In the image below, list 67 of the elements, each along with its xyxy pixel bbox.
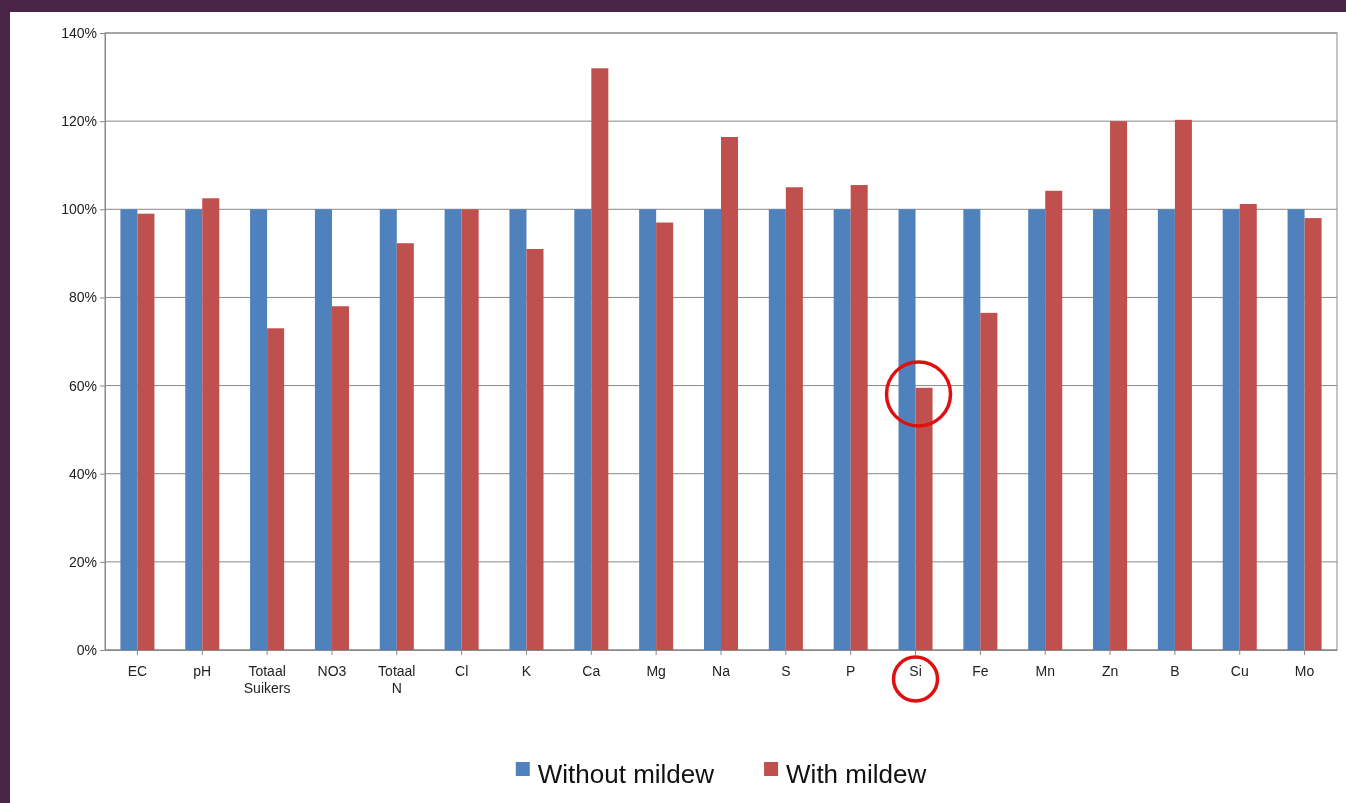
bar bbox=[444, 209, 462, 650]
bar bbox=[656, 222, 674, 650]
legend-label: With mildew bbox=[786, 759, 927, 790]
bar bbox=[1222, 209, 1240, 650]
bar bbox=[703, 209, 721, 650]
bar bbox=[267, 328, 285, 650]
y-tick-label: 60% bbox=[68, 377, 97, 394]
bar bbox=[461, 209, 479, 650]
bar bbox=[202, 198, 220, 650]
bar bbox=[850, 185, 868, 650]
x-tick-label: pH bbox=[193, 663, 212, 680]
bar bbox=[833, 209, 851, 650]
x-tick-label: Totaal N bbox=[378, 663, 416, 696]
x-tick-label: Mn bbox=[1035, 663, 1055, 680]
bar bbox=[314, 209, 332, 650]
x-tick-label: Mo bbox=[1294, 663, 1315, 680]
bar bbox=[1304, 218, 1322, 650]
bar bbox=[768, 209, 786, 650]
legend-label: Without mildew bbox=[537, 759, 715, 790]
bar bbox=[721, 137, 739, 650]
x-tick-label: Zn bbox=[1101, 663, 1119, 680]
bar bbox=[331, 306, 349, 650]
bar bbox=[509, 209, 527, 650]
y-tick-label: 80% bbox=[68, 289, 97, 306]
bar bbox=[185, 209, 203, 650]
bar bbox=[137, 213, 155, 650]
x-tick-label: Na bbox=[712, 663, 731, 680]
x-tick-label: Fe bbox=[972, 663, 989, 680]
bar bbox=[250, 209, 268, 650]
x-tick-label: P bbox=[846, 663, 856, 680]
y-tick-label: 20% bbox=[68, 553, 97, 570]
y-tick-label: 0% bbox=[76, 641, 97, 658]
x-tick-label: Cl bbox=[455, 663, 469, 680]
bar bbox=[1174, 119, 1192, 650]
x-tick-label: B bbox=[1170, 663, 1180, 680]
bar bbox=[963, 209, 981, 650]
bar bbox=[1239, 204, 1257, 650]
bar bbox=[1157, 209, 1175, 650]
bar bbox=[591, 68, 609, 650]
x-tick-label: Cu bbox=[1230, 663, 1249, 680]
y-tick-label: 100% bbox=[61, 201, 97, 218]
bar bbox=[785, 187, 803, 650]
x-tick-label: Ca bbox=[582, 663, 601, 680]
bar bbox=[639, 209, 657, 650]
bar bbox=[1093, 209, 1111, 650]
bar bbox=[915, 387, 933, 650]
bar bbox=[1110, 121, 1128, 650]
x-tick-label: Mg bbox=[646, 663, 666, 680]
y-tick-label: 40% bbox=[68, 465, 97, 482]
x-tick-label: K bbox=[521, 663, 532, 680]
bar bbox=[396, 243, 414, 650]
y-tick-label: 140% bbox=[61, 24, 97, 41]
x-tick-label: Totaal Suikers bbox=[243, 663, 291, 696]
x-tick-label: NO3 bbox=[317, 663, 347, 680]
bar bbox=[1287, 209, 1305, 650]
bar bbox=[120, 209, 138, 650]
bar bbox=[1045, 190, 1063, 650]
x-tick-label: EC bbox=[127, 663, 148, 680]
bar bbox=[526, 248, 544, 650]
y-tick-label: 120% bbox=[61, 113, 97, 130]
x-tick-label: S bbox=[781, 663, 791, 680]
bar bbox=[980, 312, 998, 650]
bar bbox=[379, 209, 397, 650]
bar bbox=[1028, 209, 1046, 650]
bar bbox=[898, 209, 916, 650]
x-tick-label: Si bbox=[909, 663, 922, 680]
bar bbox=[574, 209, 592, 650]
